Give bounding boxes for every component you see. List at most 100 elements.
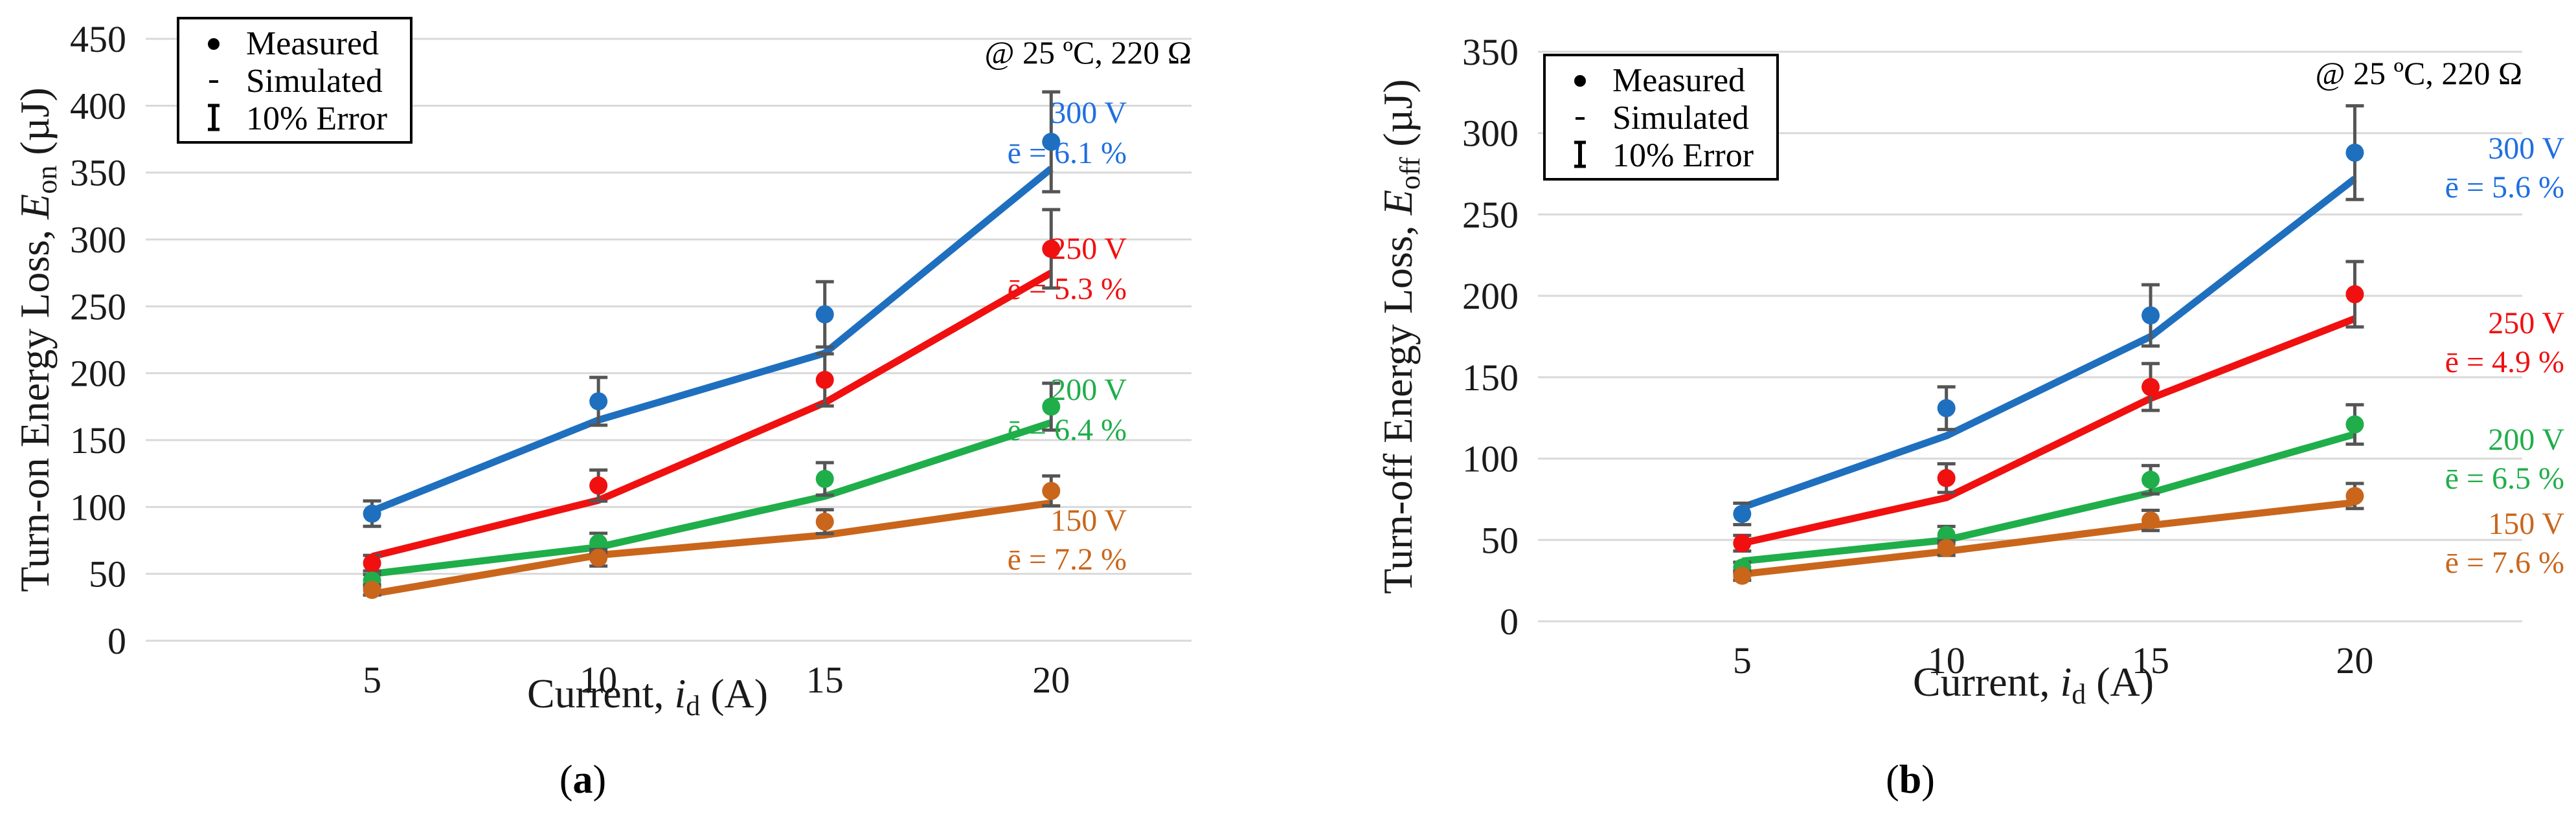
data-point <box>363 504 381 523</box>
series-label: 200 V <box>2488 423 2564 457</box>
x-axis-title-var: i <box>2060 659 2072 705</box>
x-axis-title: Current, id (A) <box>527 670 768 722</box>
condition-annotation: @ 25 ºC, 220 Ω <box>2315 55 2522 91</box>
data-point <box>2345 285 2364 304</box>
series-line <box>370 166 1054 515</box>
series-label: 300 V <box>2488 131 2564 166</box>
legend-simulated-label: Simulated <box>1612 100 1749 137</box>
x-tick-label: 5 <box>363 659 381 701</box>
data-point <box>363 554 381 573</box>
series-label: 150 V <box>1050 504 1127 538</box>
series-error-label: ē = 6.4 % <box>1008 413 1127 447</box>
chart-a: 0 50 100 150 200 250 300 350 400 450 5 10 15 20 Curren… <box>12 17 1192 802</box>
y-axis-title-unit: (µJ) <box>1375 79 1421 157</box>
panel-label-paren: ( <box>559 758 573 802</box>
y-tick-label: 50 <box>1481 519 1519 561</box>
legend-measured-marker <box>208 38 220 50</box>
x-axis-title-text: Current, <box>1913 659 2061 705</box>
x-tick-label: 15 <box>806 659 844 701</box>
y-axis-title-text: Turn-off Energy Loss, <box>1375 215 1421 594</box>
series-error-label: ē = 5.6 % <box>2445 170 2564 205</box>
data-point <box>1937 469 1956 487</box>
legend-measured-marker <box>1574 75 1586 87</box>
series-line <box>1741 430 2356 565</box>
data-point <box>1042 482 1061 500</box>
y-tick-label: 400 <box>70 85 126 127</box>
y-tick-label: 100 <box>1462 438 1519 480</box>
data-point <box>1042 133 1061 151</box>
series-error-label: ē = 6.1 % <box>1008 136 1127 170</box>
condition-annotation: @ 25 ºC, 220 Ω <box>984 34 1192 71</box>
y-tick-label: 150 <box>1462 357 1519 399</box>
panel-label-paren: ) <box>1921 758 1935 802</box>
y-axis-title-text: Turn-on Energy Loss, <box>12 219 58 592</box>
data-point <box>815 469 834 488</box>
data-point <box>2345 415 2364 434</box>
y-tick-label: 450 <box>70 18 126 60</box>
series-label: 200 V <box>1050 373 1127 407</box>
y-axis-title: Turn-on Energy Loss, Eon (µJ) <box>12 87 63 592</box>
data-point <box>815 305 834 324</box>
data-point <box>2141 471 2160 489</box>
y-axis-title-var: E <box>1375 190 1421 216</box>
data-point <box>1733 566 1752 585</box>
series-line <box>371 269 1054 560</box>
panel-label-paren: ) <box>593 758 607 802</box>
legend-simulated-label: Simulated <box>246 63 383 100</box>
data-point <box>2141 306 2160 325</box>
x-tick-label: 20 <box>2336 639 2373 681</box>
x-axis-title-text: Current, <box>527 670 675 716</box>
y-tick-label: 250 <box>70 285 126 327</box>
series-line <box>1741 175 2357 511</box>
y-tick-label: 350 <box>70 152 126 194</box>
x-tick-label: 5 <box>1733 639 1752 681</box>
series-label: 250 V <box>1050 232 1127 266</box>
x-axis-title-var: i <box>674 670 686 716</box>
y-tick-label: 0 <box>1500 601 1519 643</box>
y-tick-label: 200 <box>70 353 126 395</box>
y-axis-title-sub: on <box>31 166 63 194</box>
data-point <box>2345 487 2364 505</box>
y-tick-label: 300 <box>1462 113 1519 155</box>
data-point <box>2141 377 2160 396</box>
series-error-label: ē = 4.9 % <box>2445 345 2564 379</box>
y-tick-label: 350 <box>1462 31 1519 73</box>
y-axis-title-var: E <box>12 194 58 220</box>
series-error-label: ē = 7.2 % <box>1008 542 1127 577</box>
data-point <box>815 513 834 531</box>
panel-label-letter: a <box>573 758 593 802</box>
data-point <box>2141 511 2160 530</box>
x-tick-label: 15 <box>2132 639 2169 681</box>
series-error-label: ē = 7.6 % <box>2445 546 2564 580</box>
x-axis-title-unit: (A) <box>700 670 768 716</box>
y-tick-label: 150 <box>70 419 126 461</box>
panel-label-paren: ( <box>1886 758 1899 802</box>
x-axis-title-sub: d <box>2072 678 2086 710</box>
data-point <box>1042 397 1061 416</box>
data-point <box>589 548 608 567</box>
series-label: 250 V <box>2488 306 2564 340</box>
y-tick-label: 250 <box>1462 194 1519 236</box>
panel-label-letter: b <box>1899 758 1921 802</box>
series-line <box>371 419 1052 578</box>
series-label: 300 V <box>1050 96 1127 130</box>
series-error-label: ē = 6.5 % <box>2445 461 2564 496</box>
y-axis-title: Turn-off Energy Loss, Eoff (µJ) <box>1375 79 1426 594</box>
y-axis-title-unit: (µJ) <box>12 87 58 165</box>
legend-measured-label: Measured <box>1612 62 1745 99</box>
legend-error-label: 10% Error <box>1612 137 1754 174</box>
data-point <box>589 392 608 411</box>
panel-label: (a) <box>559 758 606 802</box>
x-axis-title-sub: d <box>686 690 700 722</box>
legend-measured-label: Measured <box>246 25 379 62</box>
panel-label: (b) <box>1886 758 1935 802</box>
x-tick-label: 10 <box>580 659 617 701</box>
data-point <box>1042 239 1061 258</box>
data-point <box>1937 538 1956 557</box>
data-point <box>2345 143 2364 162</box>
data-point <box>589 476 608 495</box>
y-axis-title-sub: off <box>1394 157 1426 190</box>
data-point <box>1733 534 1752 553</box>
